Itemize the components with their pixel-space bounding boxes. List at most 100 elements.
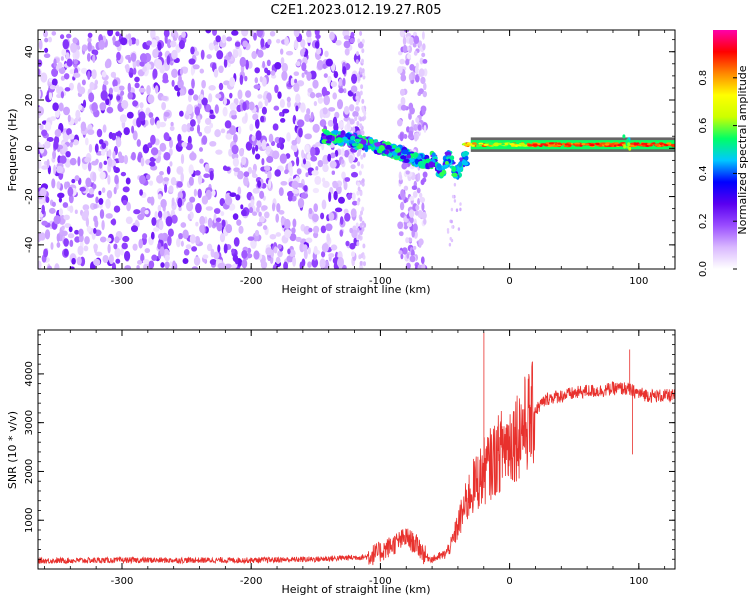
heatmap-cell — [412, 152, 419, 158]
heatmap-cell — [291, 139, 298, 146]
heatmap-cell — [125, 216, 133, 225]
heatmap-cell — [305, 172, 309, 178]
heatmap-cell — [269, 30, 276, 37]
heatmap-cell — [361, 58, 364, 64]
heatmap-cell — [397, 66, 403, 74]
heatmap-cell — [628, 146, 632, 151]
heatmap-cell — [61, 230, 68, 237]
heatmap-cell — [331, 170, 336, 175]
heatmap-cell — [361, 181, 365, 187]
heatmap-cell — [350, 31, 355, 38]
heatmap-cell — [85, 177, 92, 188]
colorbar-label: Normalized spectral amplitude — [736, 65, 749, 234]
heatmap-cell — [99, 236, 107, 243]
heatmap-cell — [261, 158, 265, 166]
colorbar-ticks: 0.0 0.2 0.4 0.6 0.8 — [698, 70, 737, 277]
heatmap-cell — [65, 33, 72, 39]
heatmap-cell — [66, 58, 73, 67]
heatmap-cell — [332, 92, 338, 100]
heatmap-cell — [58, 197, 63, 203]
heatmap-cell — [63, 248, 69, 257]
y-tick-label: 1000 — [24, 507, 35, 532]
heatmap-cell — [405, 170, 410, 175]
heatmap-cell — [332, 182, 339, 189]
heatmap-cell — [185, 142, 193, 151]
heatmap-cell — [171, 79, 175, 87]
heatmap-cell — [510, 144, 516, 147]
heatmap-cell — [164, 254, 170, 262]
heatmap-cell — [78, 86, 86, 95]
heatmap-cell — [297, 197, 305, 209]
heatmap-cell — [251, 135, 256, 142]
heatmap-cell — [350, 171, 359, 178]
heatmap-cell — [153, 227, 160, 232]
heatmap-cell — [341, 147, 345, 157]
heatmap-cell — [233, 170, 238, 177]
heatmap-cell — [95, 196, 99, 204]
heatmap-cell — [260, 38, 265, 48]
heatmap-cell — [61, 48, 67, 57]
heatmap-cell — [359, 222, 363, 228]
heatmap-cell — [640, 142, 647, 146]
heatmap-cell — [420, 76, 426, 85]
x-tick-label: -100 — [369, 576, 392, 587]
heatmap-cell — [96, 128, 103, 138]
heatmap-cell — [637, 143, 642, 146]
heatmap-cell — [189, 126, 195, 132]
heatmap-cell — [279, 98, 286, 108]
heatmap-cell — [405, 262, 411, 269]
heatmap-cell — [252, 113, 259, 121]
heatmap-cell — [48, 36, 52, 43]
heatmap-cell — [422, 43, 426, 51]
heatmap-cell — [401, 149, 409, 155]
heatmap-cell — [397, 221, 404, 230]
heatmap-cell — [316, 60, 324, 71]
heatmap-cell — [87, 37, 92, 43]
heatmap-cell — [181, 123, 188, 133]
heatmap-cell — [73, 59, 78, 65]
heatmap-cell — [251, 169, 256, 176]
heatmap-cell — [171, 49, 178, 60]
heatmap-cell — [450, 155, 455, 161]
heatmap-cell — [125, 63, 130, 73]
heatmap-cell — [671, 144, 675, 148]
heatmap-cell — [361, 178, 365, 184]
heatmap-cell — [400, 155, 407, 160]
heatmap-cell — [189, 196, 196, 203]
x-tick-label: -300 — [111, 276, 134, 287]
heatmap-cell — [106, 237, 112, 243]
heatmap-cell — [187, 135, 192, 145]
heatmap-cell — [108, 254, 114, 265]
heatmap-cell — [277, 250, 283, 258]
heatmap-cell — [194, 50, 200, 56]
heatmap-cell — [258, 211, 262, 217]
heatmap-cell — [205, 104, 212, 113]
heatmap-cell — [135, 59, 141, 67]
heatmap-cell — [162, 72, 169, 83]
heatmap-cell — [329, 31, 335, 41]
heatmap-cell — [62, 39, 70, 50]
heatmap-cell — [361, 116, 365, 122]
heatmap-cell — [332, 116, 338, 126]
heatmap-cell — [357, 41, 364, 49]
snr-plot-area — [38, 330, 675, 569]
heatmap-cell — [234, 41, 241, 47]
heatmap-cell — [152, 48, 159, 59]
heatmap-cell — [343, 88, 347, 94]
heatmap-cell — [280, 118, 286, 123]
heatmap-cell — [41, 220, 48, 226]
heatmap-x-label: Height of straight line (km) — [281, 283, 430, 296]
heatmap-cell — [257, 180, 262, 188]
heatmap-cell — [218, 82, 224, 91]
heatmap-cell — [253, 84, 261, 90]
colorbar-tick-label: 0.0 — [698, 261, 709, 277]
heatmap-cell — [197, 188, 202, 199]
heatmap-cell — [303, 225, 311, 235]
heatmap-cell — [171, 214, 178, 224]
heatmap-cell — [363, 110, 367, 116]
heatmap-cell — [231, 144, 239, 155]
heatmap-cell — [243, 171, 250, 178]
heatmap-cell — [132, 130, 138, 141]
heatmap-cell — [171, 68, 178, 78]
heatmap-cell — [87, 70, 91, 80]
